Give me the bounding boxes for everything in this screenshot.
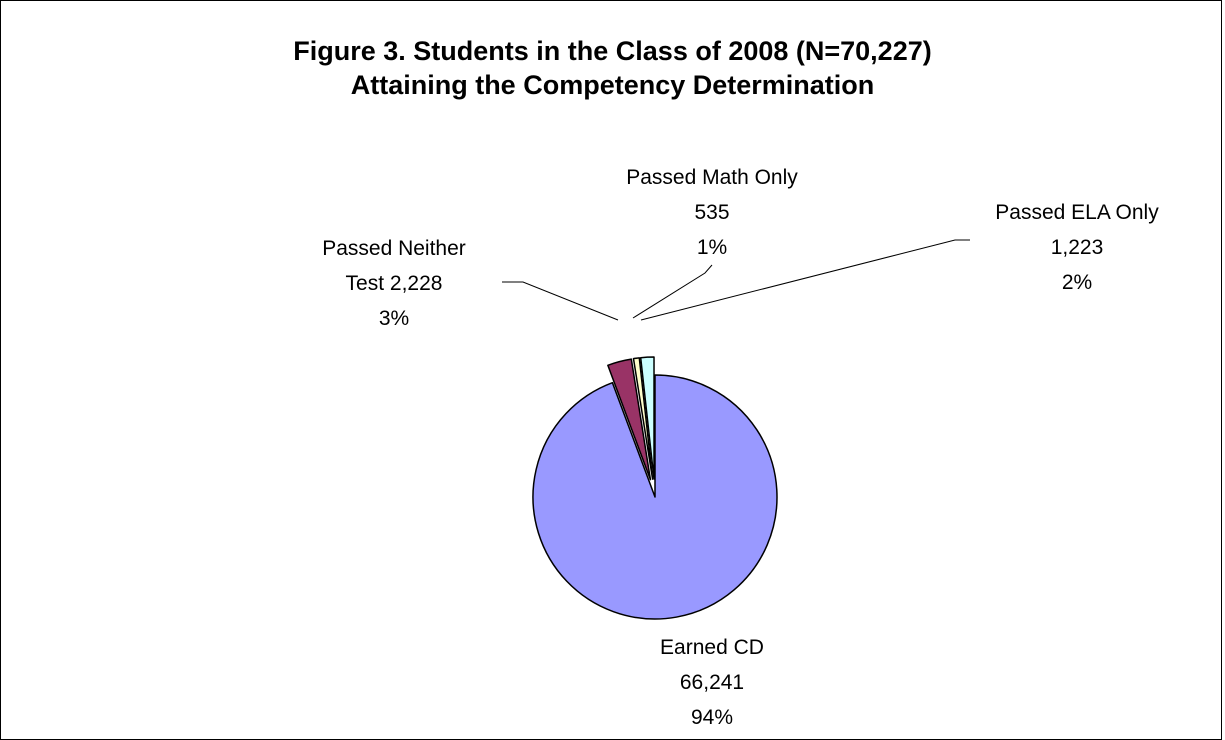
data-label-line: 535 bbox=[694, 201, 729, 224]
chart-title: Figure 3. Students in the Class of 2008 … bbox=[0, 34, 1225, 102]
leader-line-passed-math-only bbox=[632, 264, 713, 319]
pie-slice-passed-neither-test bbox=[607, 358, 652, 481]
data-label-line: Passed ELA Only bbox=[995, 201, 1159, 224]
data-label-line: 1% bbox=[697, 236, 727, 259]
chart-title-line-2: Attaining the Competency Determination bbox=[350, 70, 875, 100]
pie-slice-passed-math-only bbox=[632, 357, 654, 480]
data-label-line: Passed Neither bbox=[322, 237, 466, 260]
data-label-line: 66,241 bbox=[680, 671, 744, 694]
data-label-line: Test 2,228 bbox=[346, 272, 443, 295]
chart-title-line-1: Figure 3. Students in the Class of 2008 … bbox=[293, 36, 932, 66]
pie-slice-passed-ela-only bbox=[639, 356, 655, 480]
leader-line-passed-neither-test bbox=[502, 281, 619, 321]
data-label-line: 2% bbox=[1062, 271, 1092, 294]
data-label-passed-neither-test: Passed Neither Test 2,228 3% bbox=[322, 237, 466, 330]
data-label-line: 94% bbox=[691, 706, 733, 729]
data-label-passed-ela-only: Passed ELA Only 1,223 2% bbox=[995, 201, 1159, 294]
leader-line-passed-ela-only bbox=[640, 239, 970, 321]
data-label-line: 1,223 bbox=[1051, 236, 1104, 259]
data-label-line: 3% bbox=[379, 307, 409, 330]
data-label-passed-math-only: Passed Math Only 535 1% bbox=[626, 166, 798, 259]
data-label-earned-cd: Earned CD 66,241 94% bbox=[660, 636, 764, 729]
pie-slice-earned-cd bbox=[532, 374, 778, 620]
data-label-line: Passed Math Only bbox=[626, 166, 798, 189]
data-label-line: Earned CD bbox=[660, 636, 764, 659]
